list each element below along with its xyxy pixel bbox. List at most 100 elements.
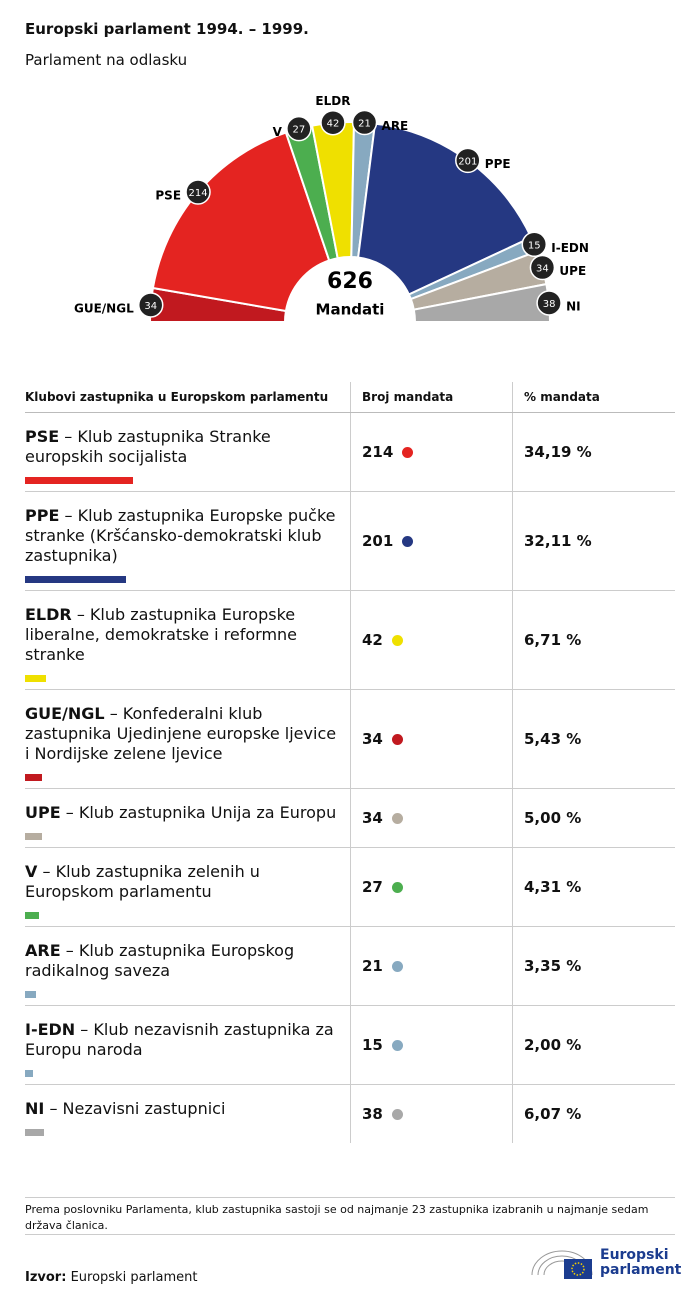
- seats-cell: 214: [350, 413, 512, 491]
- seat-dot: [391, 960, 403, 972]
- group-abbr: V: [25, 862, 38, 881]
- seat-bar: [25, 1070, 33, 1077]
- seats: 201: [362, 532, 394, 550]
- wedge-label: ELDR: [315, 94, 350, 108]
- badge: [185, 179, 211, 205]
- wedge: [357, 122, 533, 296]
- group-abbr: PSE: [25, 427, 60, 446]
- group-cell: PSE – Klub zastupnika Stranke europskih …: [25, 413, 350, 491]
- total: 626: [327, 269, 373, 294]
- source-text: Europski parlament: [70, 1270, 198, 1285]
- seat-dot: [402, 535, 414, 547]
- share-cell: 32,11 %: [512, 492, 675, 590]
- seats-cell: 15: [350, 1006, 512, 1084]
- group-cell: PPE – Klub zastupnika Europske pučke str…: [25, 492, 350, 590]
- badge-value: 201: [458, 156, 477, 167]
- header-cell: % mandata: [512, 382, 675, 412]
- group-abbr: GUE/NGL: [25, 704, 105, 723]
- share: 34,19 %: [524, 443, 592, 461]
- badge-value: 214: [188, 188, 207, 199]
- wedge-label: PSE: [155, 188, 181, 202]
- badge: [455, 147, 481, 174]
- group-cell: UPE – Klub zastupnika Unija za Europu: [25, 789, 350, 847]
- wedge: [151, 131, 331, 313]
- badge-value: 21: [358, 119, 371, 130]
- wedge-label: NI: [566, 299, 581, 313]
- share-cell: 3,35 %: [512, 927, 675, 1005]
- seats: 42: [362, 631, 383, 649]
- seats: 15: [362, 1036, 383, 1054]
- seat-dot: [391, 812, 403, 824]
- badge-value: 15: [528, 240, 541, 251]
- group-desc: – Klub zastupnika zelenih u Europskom pa…: [25, 862, 260, 901]
- table-row: PPE – Klub zastupnika Europske pučke str…: [25, 492, 675, 591]
- group-abbr: PPE: [25, 506, 60, 525]
- share: 4,31 %: [524, 878, 582, 896]
- chart: 34 GUE/NGL 214 PSE 27 V 42 ELDR 21 ARE 201 PPE 15 I-E…: [74, 94, 589, 323]
- logo-text: Europski: [600, 1247, 669, 1263]
- seat-bar: [25, 477, 133, 484]
- table-header: Klubovi zastupnika u Europskom parlament…: [25, 382, 675, 413]
- seats: 21: [362, 957, 383, 975]
- table-row: GUE/NGL – Konfederalni klub zastupnika U…: [25, 690, 675, 789]
- title: Europski parlament 1994. – 1999.: [25, 20, 309, 38]
- share: 32,11 %: [524, 532, 592, 550]
- wedge-label: GUE/NGL: [74, 301, 134, 315]
- share: 6,71 %: [524, 631, 582, 649]
- source: Izvor: Europski parlament: [25, 1270, 197, 1285]
- header-cell: Klubovi zastupnika u Europskom parlament…: [25, 390, 329, 404]
- share: 5,00 %: [524, 809, 582, 827]
- seats-cell: 42: [350, 591, 512, 689]
- seat-dot: [391, 1108, 403, 1120]
- seats: 38: [362, 1105, 383, 1123]
- table-row: NI – Nezavisni zastupnici 38 6,07 %: [25, 1085, 675, 1143]
- badge-value: 34: [536, 263, 549, 274]
- group-cell: ARE – Klub zastupnika Europskog radikaln…: [25, 927, 350, 1005]
- table: Klubovi zastupnika u Europskom parlament…: [25, 382, 675, 1143]
- group-abbr: I-EDN: [25, 1020, 76, 1039]
- logo-text: parlament: [600, 1262, 682, 1278]
- seat-dot: [391, 634, 403, 646]
- group-desc: – Klub zastupnika Europskog radikalnog s…: [25, 941, 295, 980]
- group-cell: GUE/NGL – Konfederalni klub zastupnika U…: [25, 690, 350, 788]
- seats-cell: 21: [350, 927, 512, 1005]
- group-cell: V – Klub zastupnika zelenih u Europskom …: [25, 848, 350, 926]
- table-row: UPE – Klub zastupnika Unija za Europu 34 5…: [25, 789, 675, 848]
- group-cell: ELDR – Klub zastupnika Europske liberaln…: [25, 591, 350, 689]
- group-desc: – Nezavisni zastupnici: [49, 1099, 226, 1118]
- share-cell: 6,71 %: [512, 591, 675, 689]
- badge: [529, 254, 556, 281]
- share-cell: 34,19 %: [512, 413, 675, 491]
- group-desc: – Klub zastupnika Unija za Europu: [65, 803, 337, 822]
- source-label: Izvor:: [25, 1270, 67, 1285]
- group-abbr: NI: [25, 1099, 45, 1118]
- seats-cell: 34: [350, 789, 512, 847]
- table-row: ELDR – Klub zastupnika Europske liberaln…: [25, 591, 675, 690]
- seats-cell: 34: [350, 690, 512, 788]
- group-desc: – Klub zastupnika Stranke europskih soci…: [25, 427, 271, 466]
- share: 6,07 %: [524, 1105, 582, 1123]
- share: 3,35 %: [524, 957, 582, 975]
- group-desc: – Klub zastupnika Europske pučke stranke…: [25, 506, 336, 565]
- share-cell: 5,00 %: [512, 789, 675, 847]
- table-row: PSE – Klub zastupnika Stranke europskih …: [25, 413, 675, 492]
- badge-value: 42: [327, 119, 340, 130]
- seat-dot: [391, 881, 403, 893]
- share: 5,43 %: [524, 730, 582, 748]
- seat-dot: [391, 1039, 403, 1051]
- subtitle: Parlament na odlasku: [25, 51, 188, 69]
- seats: 214: [362, 443, 394, 461]
- group-abbr: UPE: [25, 803, 61, 822]
- seats-cell: 201: [350, 492, 512, 590]
- header-cell: Broj mandata: [350, 382, 512, 412]
- wedge-label: PPE: [485, 157, 511, 171]
- group-cell: NI – Nezavisni zastupnici: [25, 1085, 350, 1143]
- footnote: Prema poslovniku Parlamenta, klub zastup…: [25, 1197, 675, 1235]
- seat-dot: [391, 733, 403, 745]
- share-cell: 4,31 %: [512, 848, 675, 926]
- share-cell: 5,43 %: [512, 690, 675, 788]
- group-abbr: ELDR: [25, 605, 72, 624]
- table-row: V – Klub zastupnika zelenih u Europskom …: [25, 848, 675, 927]
- seat-bar: [25, 991, 36, 998]
